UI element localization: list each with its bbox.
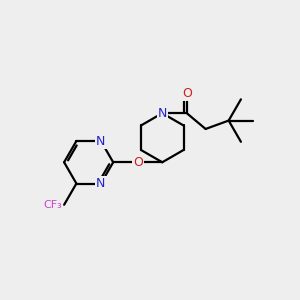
Text: CF₃: CF₃	[43, 200, 62, 210]
Text: N: N	[96, 134, 106, 148]
Text: O: O	[182, 87, 192, 100]
Text: N: N	[158, 107, 167, 120]
Text: N: N	[96, 177, 106, 190]
Text: O: O	[133, 156, 143, 169]
